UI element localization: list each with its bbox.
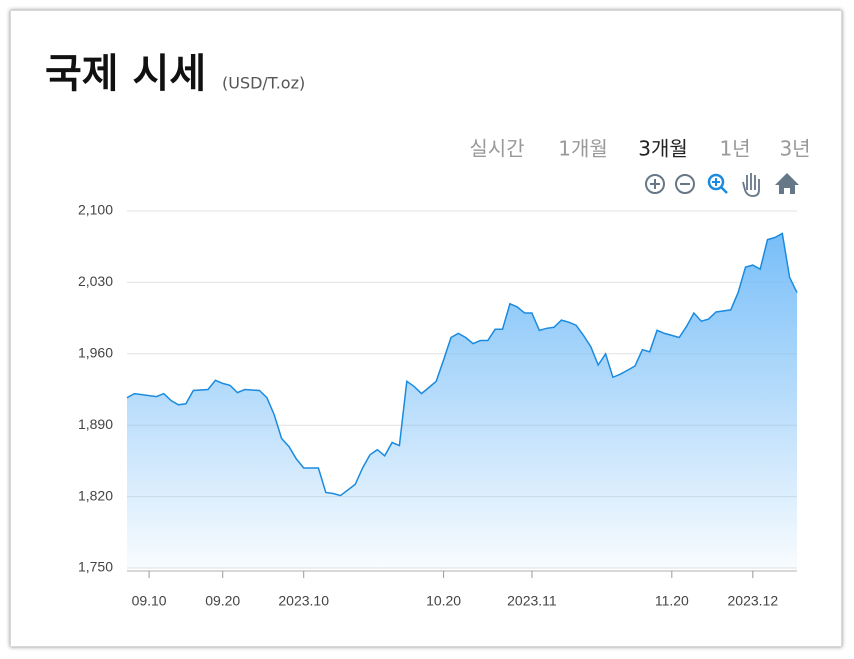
x-tick-label: 2023.11: [507, 593, 557, 609]
y-tick-label: 2,030: [78, 273, 113, 289]
x-tick-label: 2023.12: [728, 593, 779, 609]
tab[interactable]: 실시간: [469, 137, 524, 161]
y-tick-label: 1,960: [78, 345, 113, 361]
line: [126, 232, 798, 497]
y-tick-label: 2,100: [78, 202, 113, 218]
zoom-icon[interactable]: [707, 173, 728, 194]
toolbar: [645, 173, 799, 197]
tab[interactable]: 1개월: [558, 137, 608, 161]
y-tick-label: 1,820: [78, 487, 113, 503]
y-tick-label: 1,750: [78, 559, 113, 575]
x-tick-label: 2023.10: [278, 593, 329, 609]
tab[interactable]: 1년: [719, 137, 750, 161]
unit: (USD/T.oz): [222, 74, 305, 93]
pan-icon[interactable]: [742, 173, 760, 197]
tabs: 실시간 1개월 3개월 1년 3년: [469, 137, 810, 161]
tab[interactable]: 3년: [779, 137, 810, 161]
tab[interactable]: 3개월: [638, 137, 688, 161]
area-fill: [127, 233, 797, 568]
zoom-out-icon[interactable]: [675, 174, 695, 194]
x-tick-label: 11.20: [655, 593, 689, 609]
x-tick-label: 09.20: [205, 593, 240, 609]
title: 국제 시세: [45, 51, 206, 97]
x-tick-label: 09.10: [132, 593, 167, 609]
y-tick-label: 1,890: [78, 416, 113, 432]
zoom-in-icon[interactable]: [645, 174, 665, 194]
home-icon[interactable]: [775, 173, 799, 194]
x-tick-label: 10.20: [426, 593, 461, 609]
